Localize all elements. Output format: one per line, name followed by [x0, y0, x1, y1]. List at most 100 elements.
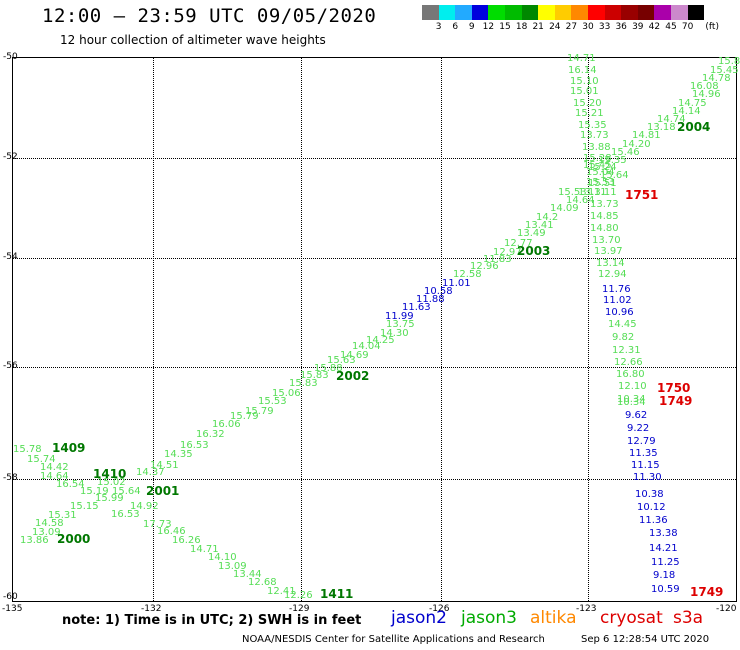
wave-height-value: 11.36	[639, 515, 668, 526]
lon-label: -129	[289, 604, 310, 614]
color-swatch	[438, 5, 456, 20]
wave-height-value: 10.96	[605, 307, 634, 318]
wave-height-value: 11.25	[651, 557, 680, 568]
wave-height-value: 14.42	[40, 462, 69, 473]
color-scale-tick: 33	[598, 22, 611, 32]
color-scale-tick: 15	[499, 22, 511, 32]
wave-height-value: 16.32	[196, 429, 225, 440]
color-scale-tick: 42	[648, 22, 661, 32]
wave-height-value: 15.8	[718, 56, 740, 67]
wave-height-value: 14.45	[608, 319, 637, 330]
footnote: note: 1) Time is in UTC; 2) SWH is in fe…	[62, 613, 362, 628]
wave-height-value: 15.06	[272, 388, 301, 399]
wave-height-value: 14.75	[678, 98, 707, 109]
wave-height-value: 15.20	[573, 98, 602, 109]
wave-height-value: 10.38	[635, 489, 664, 500]
lon-label: -132	[141, 604, 162, 614]
grid-line-lat	[13, 258, 736, 259]
wave-height-value: 14.10	[208, 552, 237, 563]
wave-height-value: 9.82	[612, 332, 635, 343]
color-scale-tick: 24	[549, 22, 561, 32]
color-swatch	[654, 5, 671, 20]
grid-line-lon	[153, 58, 154, 601]
wave-height-value: 14.85	[590, 211, 619, 222]
wave-height-value: 10.34	[617, 394, 646, 405]
wave-height-value: 9.22	[627, 423, 650, 434]
wave-height-value: 13.86	[20, 535, 49, 546]
color-scale-tick: 3	[435, 22, 442, 32]
wave-height-value: 15.45	[583, 160, 612, 171]
wave-height-value: 15.10	[570, 76, 599, 87]
wave-height-value: 13.44	[233, 569, 262, 580]
wave-height-value: 12.26	[284, 590, 313, 601]
time-label: 2003	[517, 244, 551, 258]
color-scale-tick: 21	[532, 22, 544, 32]
lat-label: -50	[3, 52, 18, 62]
wave-height-value: 15.64	[112, 486, 141, 497]
grid-line-lon	[441, 58, 442, 601]
color-scale-tick: 27	[565, 22, 578, 32]
wave-height-value: 15.35	[598, 155, 627, 166]
wave-height-value: 14.69	[340, 350, 369, 361]
wave-height-value: 13.73	[590, 199, 619, 210]
time-label: 1749	[690, 585, 724, 599]
color-scale-bar	[422, 5, 705, 20]
map-plot-area	[12, 57, 737, 602]
wave-height-value: 14.21	[649, 543, 678, 554]
color-swatch	[637, 5, 655, 20]
credit-line: NOAA/NESDIS Center for Satellite Applica…	[242, 634, 545, 645]
color-swatch	[455, 5, 472, 20]
wave-height-value: 11.02	[603, 295, 632, 306]
wave-height-value: 12.31	[612, 345, 641, 356]
grid-line-lon	[588, 58, 589, 601]
time-label: 1750	[657, 381, 691, 395]
lon-label: -126	[429, 604, 450, 614]
page-title: 12:00 – 23:59 UTC 09/05/2020	[42, 5, 377, 27]
color-swatch	[670, 5, 688, 20]
color-swatch	[604, 5, 622, 20]
wave-height-value: 11.15	[631, 460, 660, 471]
wave-height-value: 11.30	[633, 472, 662, 483]
color-scale-tick: 30	[582, 22, 594, 32]
wave-height-value: 11.83	[483, 254, 512, 265]
wave-height-value: 13.88	[582, 142, 611, 153]
time-label: 1751	[625, 188, 659, 202]
wave-height-value: 16.54	[56, 479, 85, 490]
wave-height-value: 16.14	[568, 65, 597, 76]
wave-height-value: 10.34	[617, 397, 646, 408]
wave-height-value: 14.14	[672, 106, 701, 117]
wave-height-value: 14.51	[150, 460, 179, 471]
wave-height-value: 15.64	[600, 170, 629, 181]
wave-height-value: 15.04	[586, 167, 615, 178]
lat-label: -60	[3, 592, 18, 602]
lat-label: -56	[3, 361, 18, 371]
wave-height-value: 13.11	[578, 187, 607, 198]
wave-height-value: 14.74	[657, 114, 686, 125]
wave-height-value: 15.53	[258, 396, 287, 407]
color-scale-tick: 6	[452, 22, 459, 32]
color-scale-tick: 9	[468, 22, 475, 32]
wave-height-value: 15.88	[314, 363, 343, 374]
wave-height-value: 14.20	[622, 139, 651, 150]
wave-height-value: 10.12	[637, 502, 666, 513]
time-label: 1409	[52, 441, 86, 455]
legend-item-jason3: jason3	[461, 608, 517, 628]
color-swatch	[687, 5, 705, 20]
wave-height-value: 13.97	[594, 246, 623, 257]
wave-height-value: 14.37	[136, 467, 165, 478]
color-swatch	[521, 5, 539, 20]
color-scale-tick: 18	[515, 22, 528, 32]
wave-height-value: 11.88	[416, 294, 445, 305]
color-scale-tick: 12	[482, 22, 495, 32]
wave-height-value: 11.99	[385, 311, 414, 322]
legend-item-jason2: jason2	[391, 608, 447, 628]
color-swatch	[587, 5, 605, 20]
wave-height-value: 13.38	[649, 528, 678, 539]
lat-label: -54	[3, 252, 18, 262]
wave-height-value: 10.59	[651, 584, 680, 595]
color-scale-tick: 45	[665, 22, 677, 32]
wave-height-value: 15.79	[230, 411, 259, 422]
legend-item-altika: altika	[530, 608, 577, 628]
wave-height-value: 15.53	[558, 187, 587, 198]
page-subtitle: 12 hour collection of altimeter wave hei…	[60, 33, 326, 47]
